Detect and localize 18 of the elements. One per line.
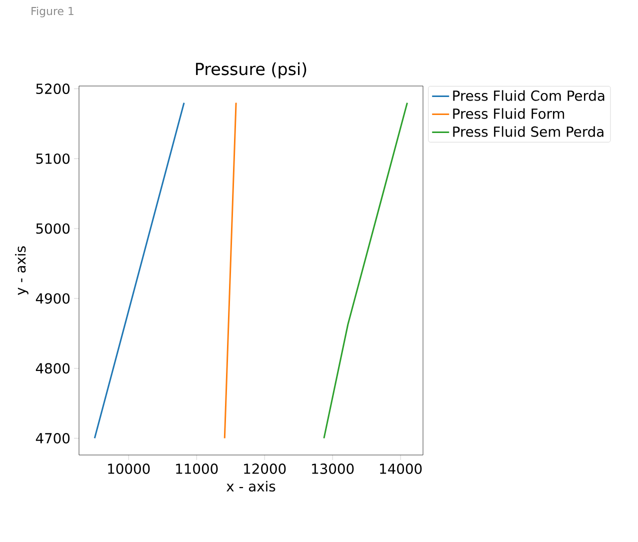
y-tick-label: 4800	[36, 363, 70, 374]
x-tick-label: 14000	[380, 464, 422, 474]
y-axis-title: y - axis	[15, 246, 28, 295]
x-axis-title: x - axis	[226, 480, 276, 492]
y-tick-label: 5000	[36, 223, 70, 234]
y-tick-label: 4900	[36, 293, 70, 304]
legend-label: Press Fluid Form	[453, 108, 564, 119]
y-tick-label: 5100	[36, 153, 70, 164]
x-tick-label: 12000	[244, 464, 286, 474]
legend-label: Press Fluid Com Perda	[453, 90, 604, 101]
y-tick-label: 5200	[36, 84, 70, 94]
caption: Figure 1	[32, 6, 74, 18]
legend-label: Press Fluid Sem Perda	[453, 126, 604, 137]
x-tick-label: 10000	[108, 464, 150, 474]
x-tick-label: 13000	[312, 464, 354, 474]
chart-title: Pressure (psi)	[196, 62, 306, 79]
y-tick-label: 4700	[36, 432, 70, 444]
x-tick-label: 11000	[176, 464, 218, 474]
